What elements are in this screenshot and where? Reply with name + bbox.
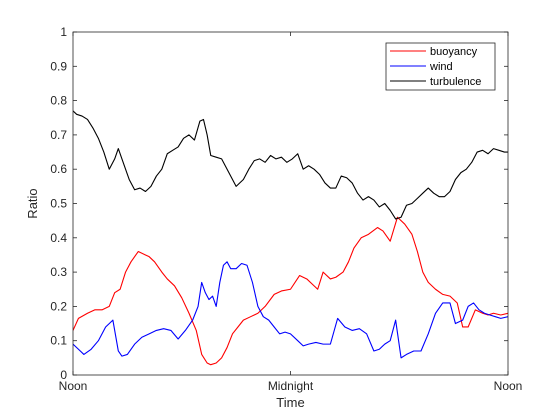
- y-tick-label: 0.7: [50, 128, 67, 142]
- series-layer: [73, 110, 508, 366]
- x-tick-label: Noon: [59, 379, 88, 393]
- x-axis: Noon Midnight Noon: [59, 32, 523, 393]
- y-tick-label: 0.4: [50, 231, 67, 245]
- y-tick-label: 0.2: [50, 299, 67, 313]
- y-tick-label: 0.3: [50, 265, 67, 279]
- y-tick-label: 1: [60, 25, 67, 39]
- legend: buoyancy wind turbulence: [385, 42, 496, 91]
- y-axis-label: Ratio: [25, 188, 40, 218]
- y-tick-label: 0.1: [50, 334, 67, 348]
- legend-label: buoyancy: [430, 46, 478, 58]
- y-tick-label: 0: [60, 368, 67, 382]
- y-tick-label: 0.6: [50, 162, 67, 176]
- x-tick-label: Noon: [494, 379, 523, 393]
- y-tick-label: 0.5: [50, 197, 67, 211]
- legend-label: wind: [429, 61, 453, 73]
- x-axis-label: Time: [276, 395, 304, 410]
- series-line-turbulence: [73, 110, 508, 220]
- legend-label: turbulence: [430, 76, 481, 88]
- y-tick-label: 0.9: [50, 59, 67, 73]
- series-line-buoyancy: [73, 216, 508, 366]
- y-axis: 0 0.1 0.2 0.3 0.4 0.5 0.6 0.7 0.8 0.9 1: [50, 25, 508, 382]
- series-line-wind: [73, 261, 508, 359]
- x-tick-label: Midnight: [268, 379, 314, 393]
- y-tick-label: 0.8: [50, 94, 67, 108]
